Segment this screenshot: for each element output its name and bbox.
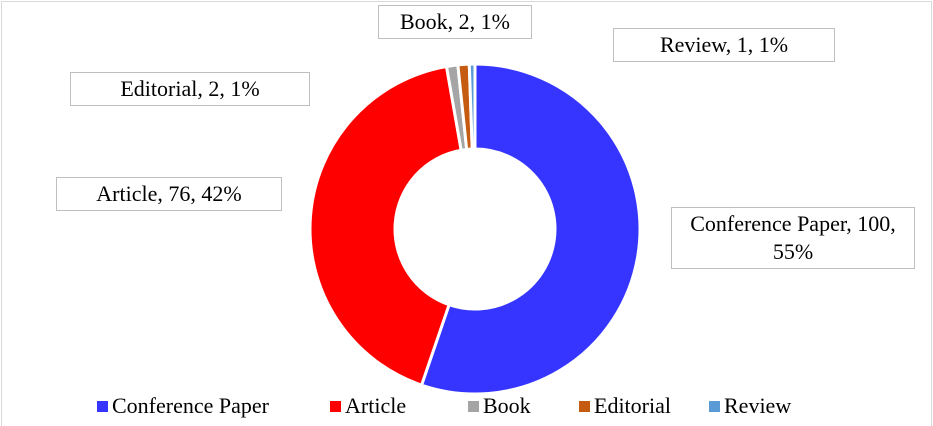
legend-marker: [709, 401, 720, 412]
legend-marker: [579, 401, 590, 412]
data-label: Editorial, 2, 1%: [70, 72, 310, 106]
legend-marker: [97, 401, 108, 412]
slice: [467, 62, 477, 151]
legend-label: Article: [345, 393, 406, 418]
legend-label: Book: [483, 393, 531, 418]
legend-marker: [468, 401, 479, 412]
data-label: Article, 76, 42%: [56, 177, 282, 211]
data-label: Book, 2, 1%: [378, 5, 532, 39]
slice: [308, 64, 463, 388]
legend-marker: [330, 401, 341, 412]
legend-label: Editorial: [594, 393, 671, 418]
legend-label: Conference Paper: [112, 393, 270, 418]
legend-label: Review: [724, 393, 791, 418]
data-label: Conference Paper, 100, 55%: [671, 207, 915, 269]
data-label: Review, 1, 1%: [613, 28, 835, 62]
